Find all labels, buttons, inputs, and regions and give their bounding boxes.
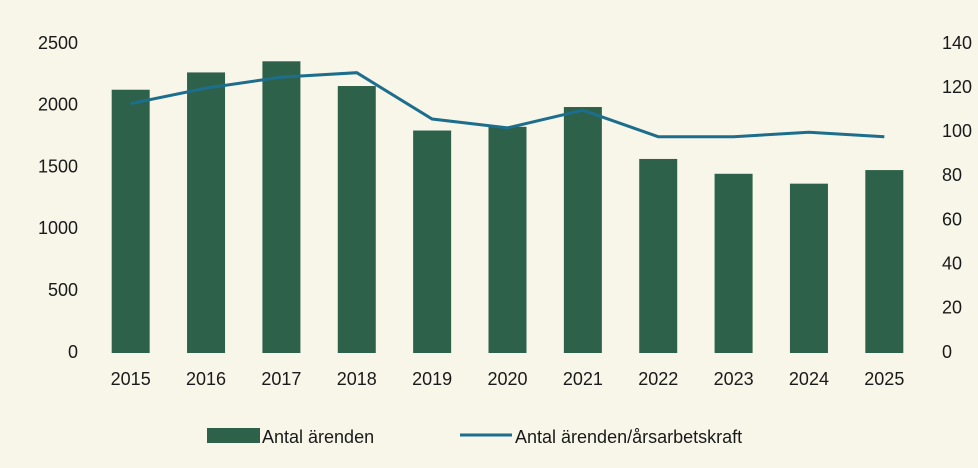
y2-tick-label: 40	[942, 253, 962, 273]
y2-tick-label: 140	[942, 33, 972, 53]
y2-tick-label: 20	[942, 298, 962, 318]
x-tick-label: 2020	[487, 369, 527, 389]
y-tick-label: 2500	[38, 33, 78, 53]
bar	[639, 158, 678, 353]
bar	[187, 72, 226, 353]
bar	[865, 170, 904, 353]
x-tick-label: 2019	[412, 369, 452, 389]
x-tick-label: 2022	[638, 369, 678, 389]
y2-tick-label: 120	[942, 77, 972, 97]
x-tick-label: 2017	[261, 369, 301, 389]
legend-label: Antal ärenden	[262, 427, 374, 447]
y-tick-label: 0	[68, 342, 78, 362]
x-tick-label: 2025	[864, 369, 904, 389]
y2-tick-label: 60	[942, 209, 962, 229]
x-tick-label: 2021	[563, 369, 603, 389]
x-tick-label: 2024	[789, 369, 829, 389]
y-tick-label: 1500	[38, 156, 78, 176]
y2-tick-label: 100	[942, 121, 972, 141]
bar	[789, 183, 828, 353]
y2-tick-label: 0	[942, 342, 952, 362]
bar	[262, 61, 301, 353]
line	[130, 71, 885, 139]
y-tick-label: 500	[48, 280, 78, 300]
bar	[337, 86, 376, 354]
bar	[563, 107, 602, 353]
x-tick-label: 2023	[714, 369, 754, 389]
bar	[714, 173, 753, 353]
x-tick-label: 2018	[337, 369, 377, 389]
bar	[488, 126, 527, 353]
bar	[413, 130, 452, 353]
x-tick-label: 2016	[186, 369, 226, 389]
y-tick-label: 1000	[38, 218, 78, 238]
y2-tick-label: 80	[942, 165, 962, 185]
legend-label: Antal ärenden/årsarbetskraft	[515, 427, 742, 447]
bar	[111, 89, 150, 354]
legend-swatch	[207, 428, 260, 443]
y-tick-label: 2000	[38, 95, 78, 115]
x-tick-label: 2015	[111, 369, 151, 389]
